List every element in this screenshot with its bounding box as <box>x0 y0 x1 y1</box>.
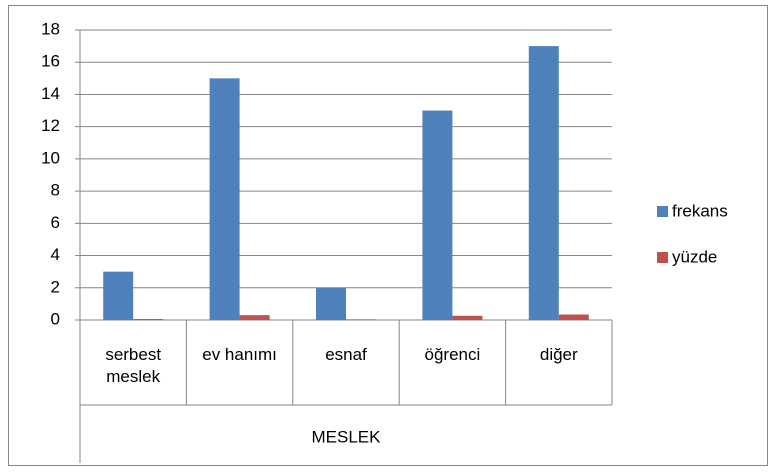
y-tick-label: 0 <box>51 309 60 328</box>
bar <box>422 110 453 320</box>
y-tick-label: 6 <box>51 213 60 232</box>
bar <box>209 78 240 320</box>
bar <box>103 271 134 320</box>
bar <box>558 314 589 320</box>
y-tick-label: 2 <box>51 277 60 296</box>
x-tick-label: diğer <box>539 345 578 364</box>
legend-swatch <box>657 252 668 263</box>
y-tick-label: 4 <box>51 245 60 264</box>
y-tick-label: 10 <box>41 148 60 167</box>
legend-swatch <box>657 206 668 217</box>
x-tick-label: serbest meslek <box>105 345 162 386</box>
x-tick-label: öğrenci <box>424 345 481 364</box>
x-tick-label: ev hanımı <box>202 345 277 364</box>
bar <box>346 319 376 320</box>
legend-label: yüzde <box>672 247 717 266</box>
bar <box>316 287 346 320</box>
bar <box>452 315 483 320</box>
bar <box>133 319 164 320</box>
axis-group-label: MESLEK <box>312 427 382 446</box>
x-tick-label: esnaf <box>325 345 367 364</box>
bar <box>239 315 270 320</box>
y-tick-label: 12 <box>41 116 60 135</box>
legend-label: frekans <box>672 201 728 220</box>
chart-border <box>8 5 768 466</box>
y-tick-label: 18 <box>41 19 60 38</box>
y-tick-label: 14 <box>41 84 60 103</box>
y-tick-label: 16 <box>41 52 60 71</box>
y-tick-label: 8 <box>51 181 60 200</box>
bar <box>528 46 559 320</box>
